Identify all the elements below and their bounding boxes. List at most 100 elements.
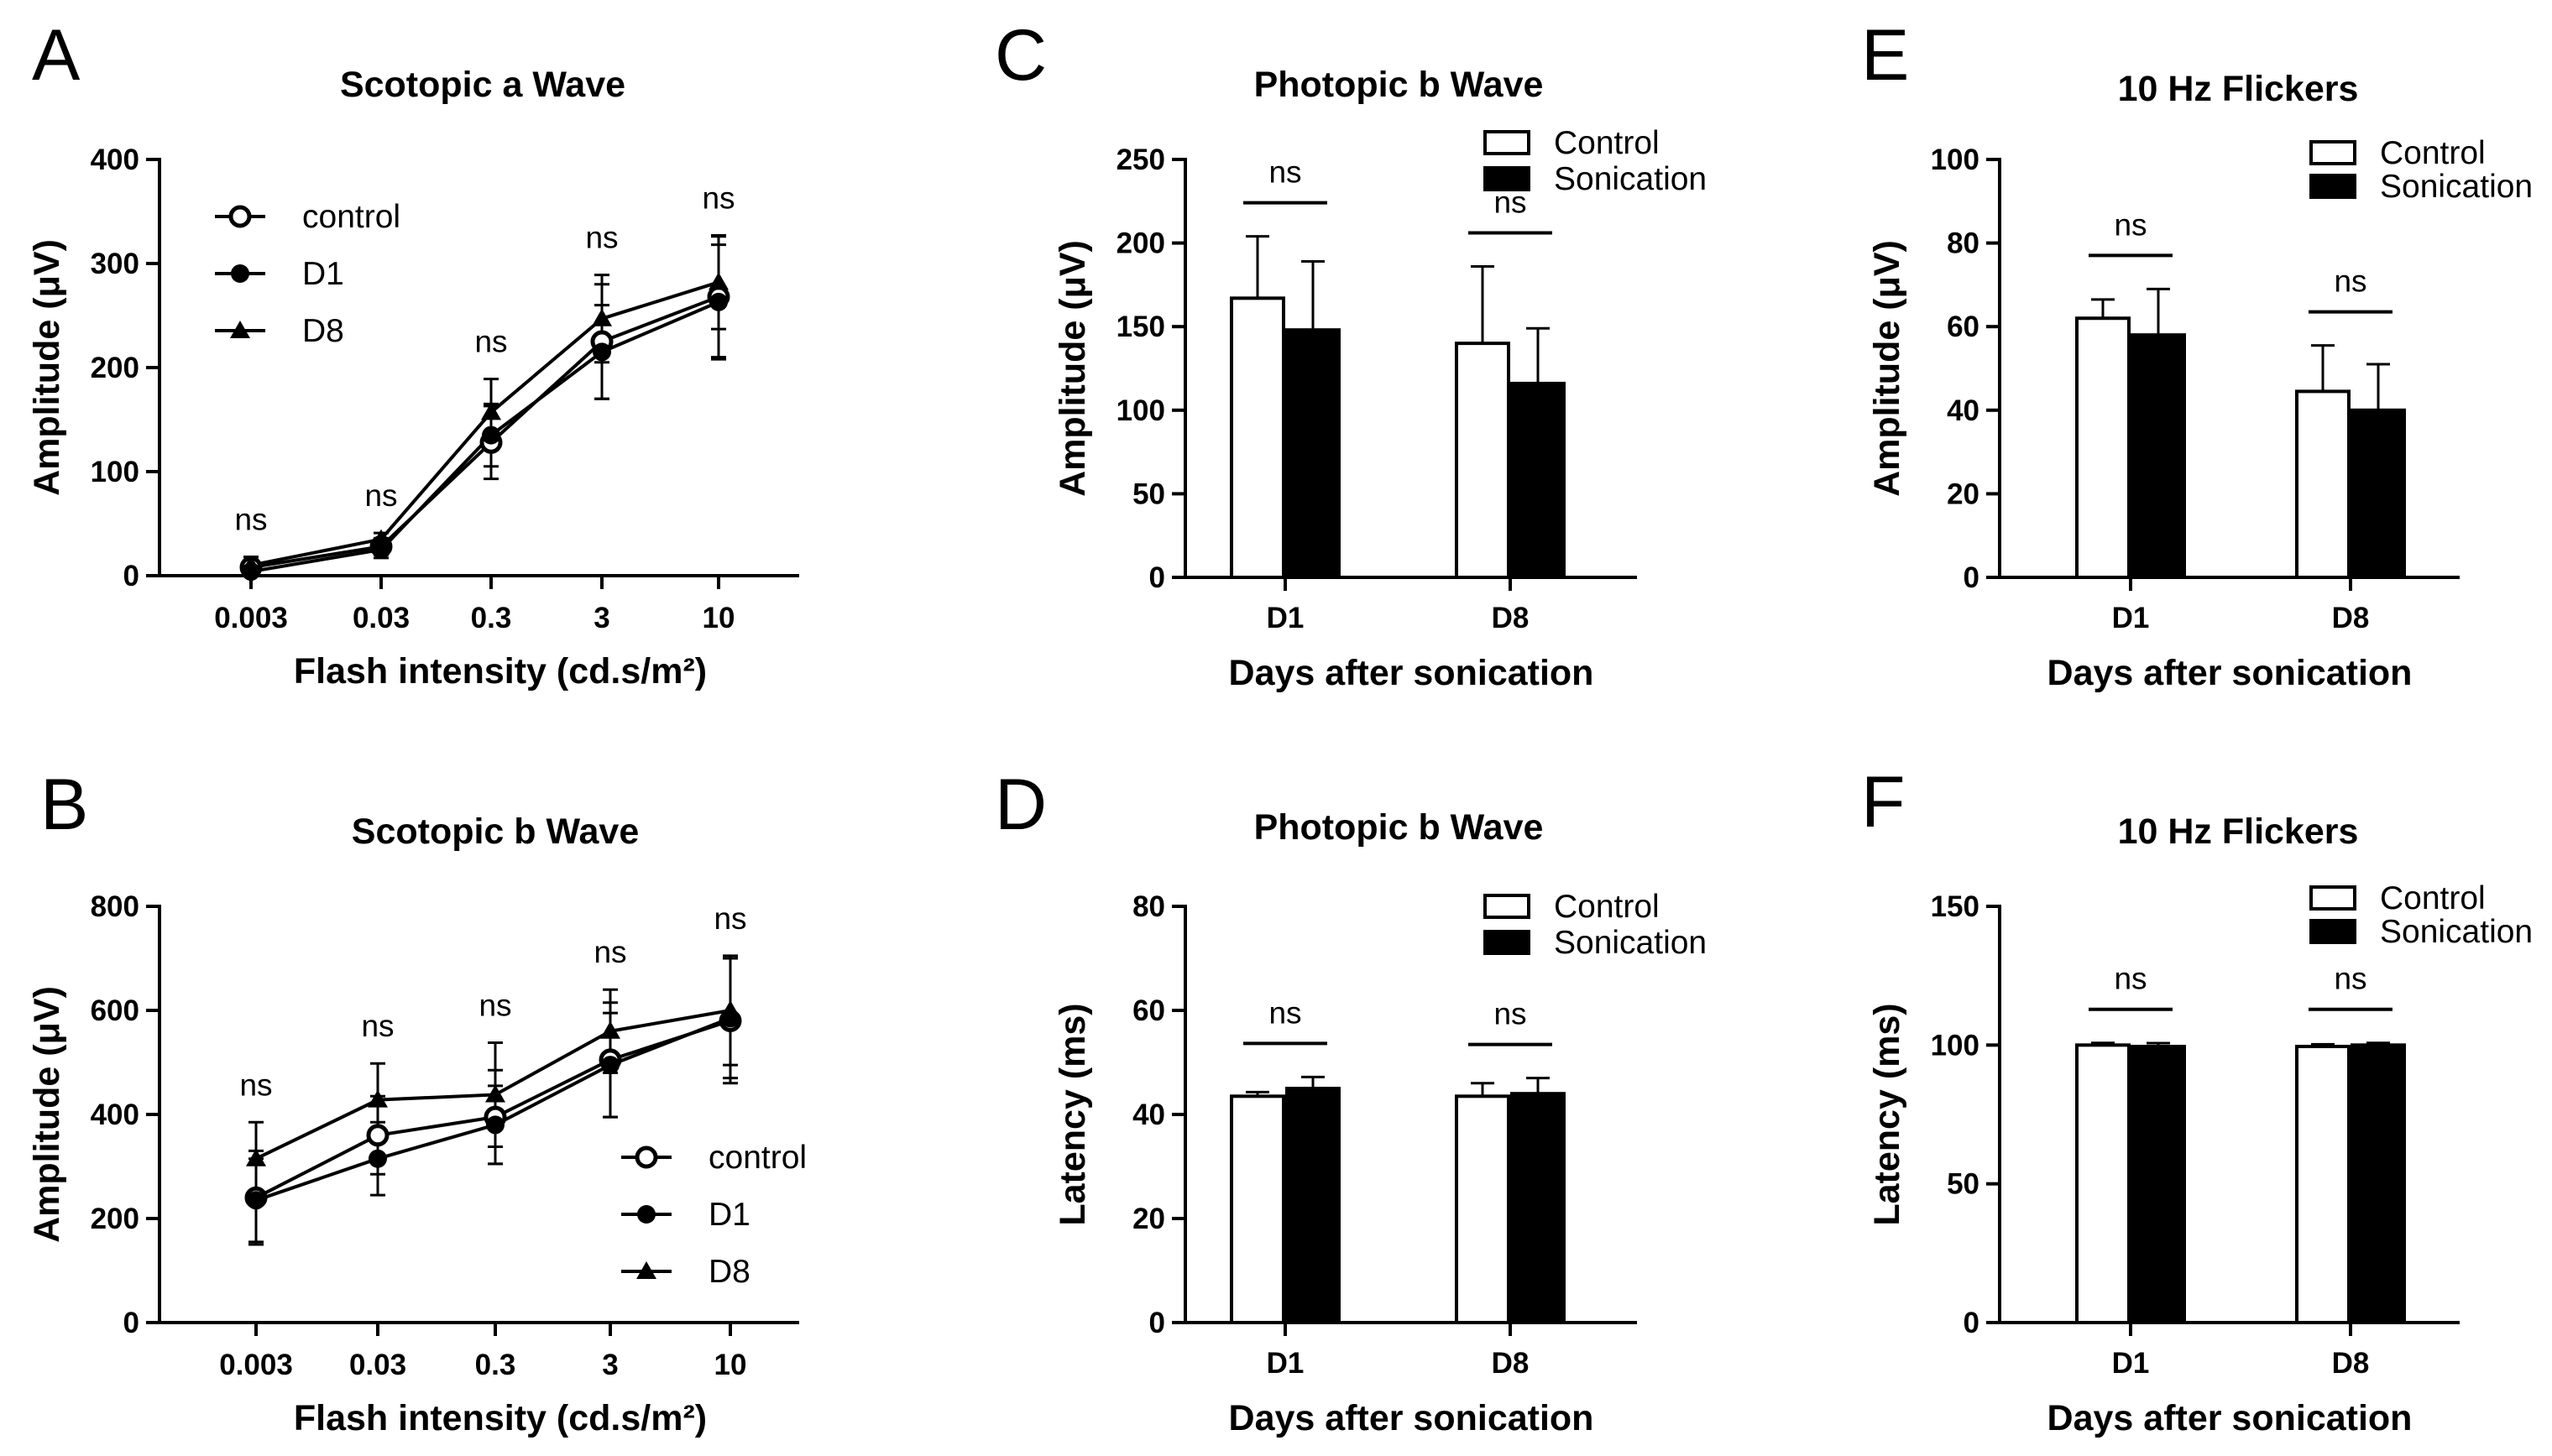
significance-label-a: ns [474, 325, 507, 359]
chart-title-c: Photopic b Wave [1254, 65, 1544, 105]
x-axis-label-b: Flash intensity (cd.s/m²) [294, 1398, 707, 1438]
x-tick-label-c: D8 [1492, 602, 1530, 634]
data-point-b-d1 [247, 1191, 265, 1210]
data-point-b-d8 [485, 1084, 505, 1103]
bar-f-sonication-d8 [2351, 1043, 2406, 1325]
chart-title-d: Photopic b Wave [1254, 807, 1544, 848]
legend-swatch-c-control [1483, 130, 1530, 155]
bar-c-control-d1 [1230, 296, 1285, 579]
y-tick-label-c: 0 [1149, 561, 1165, 594]
y-tick-label-f: 100 [1931, 1029, 1979, 1062]
x-axis-label-e: Days after sonication [2047, 653, 2413, 693]
y-tick-label-c: 50 [1132, 478, 1165, 510]
x-tick-label-d: D8 [1492, 1347, 1530, 1380]
data-point-b-d8 [246, 1148, 266, 1166]
legend-label-f-sonication: Sonication [2380, 914, 2533, 950]
data-point-b-d8 [600, 1020, 620, 1039]
legend-label-d-sonication: Sonication [1554, 925, 1707, 961]
y-tick-label-a: 300 [91, 248, 139, 280]
y-tick-label-e: 20 [1947, 478, 1979, 510]
y-tick-label-f: 150 [1931, 890, 1979, 923]
y-axis-label-c: Amplitude (μV) [1053, 240, 1093, 497]
chart-title-e: 10 Hz Flickers [2118, 69, 2359, 109]
significance-label-f: ns [2114, 962, 2147, 996]
y-tick-label-c: 200 [1116, 227, 1165, 260]
x-tick-label-b: 3 [602, 1349, 618, 1381]
y-tick-label-e: 100 [1931, 144, 1979, 176]
y-tick-label-b: 200 [91, 1203, 139, 1235]
bar-e-sonication-d8 [2351, 408, 2406, 579]
x-tick-label-f: D1 [2112, 1347, 2150, 1380]
x-tick-label-e: D1 [2112, 602, 2150, 634]
legend-swatch-f-control [2309, 885, 2356, 911]
x-tick-label-a: 0.003 [214, 602, 288, 634]
bar-d-sonication-d1 [1285, 1087, 1341, 1324]
x-tick-label-a: 3 [594, 602, 609, 634]
legend-label-e-sonication: Sonication [2380, 169, 2533, 205]
x-tick-label-b: 0.3 [475, 1349, 516, 1381]
y-tick-label-f: 0 [1964, 1307, 1979, 1339]
x-tick-label-c: D1 [1267, 602, 1305, 634]
significance-label-a: ns [585, 221, 618, 255]
bar-d-control-d1 [1230, 1094, 1285, 1325]
significance-label-b: ns [239, 1067, 272, 1102]
x-tick-label-a: 0.03 [353, 602, 410, 634]
y-axis-label-e: Amplitude (μV) [1867, 240, 1907, 497]
significance-label-a: ns [702, 181, 735, 216]
data-point-b-d1 [369, 1149, 387, 1168]
legend-label-b-d8: D8 [709, 1254, 750, 1290]
significance-label-e: ns [2114, 207, 2147, 242]
bar-e-control-d1 [2075, 316, 2131, 579]
y-tick-label-a: 400 [91, 144, 139, 176]
legend-marker-a-d8 [230, 321, 250, 338]
legend-label-a-control: control [302, 199, 400, 235]
significance-label-d: ns [1268, 995, 1301, 1030]
panel-label-a: A [32, 15, 81, 96]
y-tick-label-f: 50 [1947, 1168, 1979, 1201]
significance-label-d: ns [1493, 997, 1526, 1031]
legend-label-f-control: Control [2380, 880, 2486, 916]
legend-label-c-control: Control [1554, 125, 1660, 161]
panel-label-b: B [40, 765, 88, 845]
x-tick-label-b: 0.03 [349, 1349, 406, 1381]
x-tick-label-a: 10 [703, 602, 735, 634]
bar-c-control-d8 [1455, 342, 1510, 579]
y-axis-label-b: Amplitude (μV) [27, 986, 67, 1243]
data-point-a-d8 [709, 272, 729, 290]
y-axis-label-f: Latency (ms) [1867, 1003, 1907, 1225]
bar-e-sonication-d1 [2131, 333, 2186, 579]
y-tick-label-e: 80 [1947, 227, 1979, 260]
legend-swatch-e-control [2309, 140, 2356, 165]
x-tick-label-b: 10 [714, 1349, 747, 1381]
legend-marker-a-control [228, 205, 252, 228]
x-axis-label-d: Days after sonication [1229, 1398, 1594, 1438]
bar-f-sonication-d1 [2131, 1044, 2186, 1325]
data-point-b-control [366, 1124, 390, 1147]
significance-label-c: ns [1268, 155, 1301, 190]
chart-title-f: 10 Hz Flickers [2118, 811, 2359, 852]
series-line-b-d8 [255, 1009, 731, 1161]
significance-label-f: ns [2334, 962, 2366, 996]
legend-marker-b-d8 [636, 1261, 656, 1279]
chart-title-a: Scotopic a Wave [340, 65, 625, 105]
y-tick-label-d: 60 [1132, 994, 1165, 1027]
panel-label-e: E [1861, 15, 1909, 96]
legend-label-a-d1: D1 [302, 256, 344, 292]
data-point-a-d8 [371, 529, 391, 547]
legend-label-d-control: Control [1554, 889, 1660, 925]
y-tick-label-d: 20 [1132, 1203, 1165, 1235]
legend-swatch-d-control [1483, 894, 1530, 919]
y-tick-label-d: 80 [1132, 890, 1165, 923]
y-tick-label-b: 0 [123, 1307, 139, 1339]
significance-label-e: ns [2334, 264, 2366, 299]
y-tick-label-d: 0 [1149, 1307, 1165, 1339]
x-axis-label-a: Flash intensity (cd.s/m²) [294, 651, 707, 691]
bar-c-sonication-d1 [1285, 328, 1341, 579]
chart-title-b: Scotopic b Wave [352, 811, 639, 852]
legend-marker-a-d1 [231, 264, 249, 283]
x-axis-label-f: Days after sonication [2047, 1398, 2413, 1438]
y-axis-label-a: Amplitude (μV) [27, 239, 67, 496]
y-tick-label-e: 40 [1947, 394, 1979, 427]
x-axis-label-c: Days after sonication [1229, 653, 1594, 693]
panel-label-c: C [995, 15, 1047, 96]
